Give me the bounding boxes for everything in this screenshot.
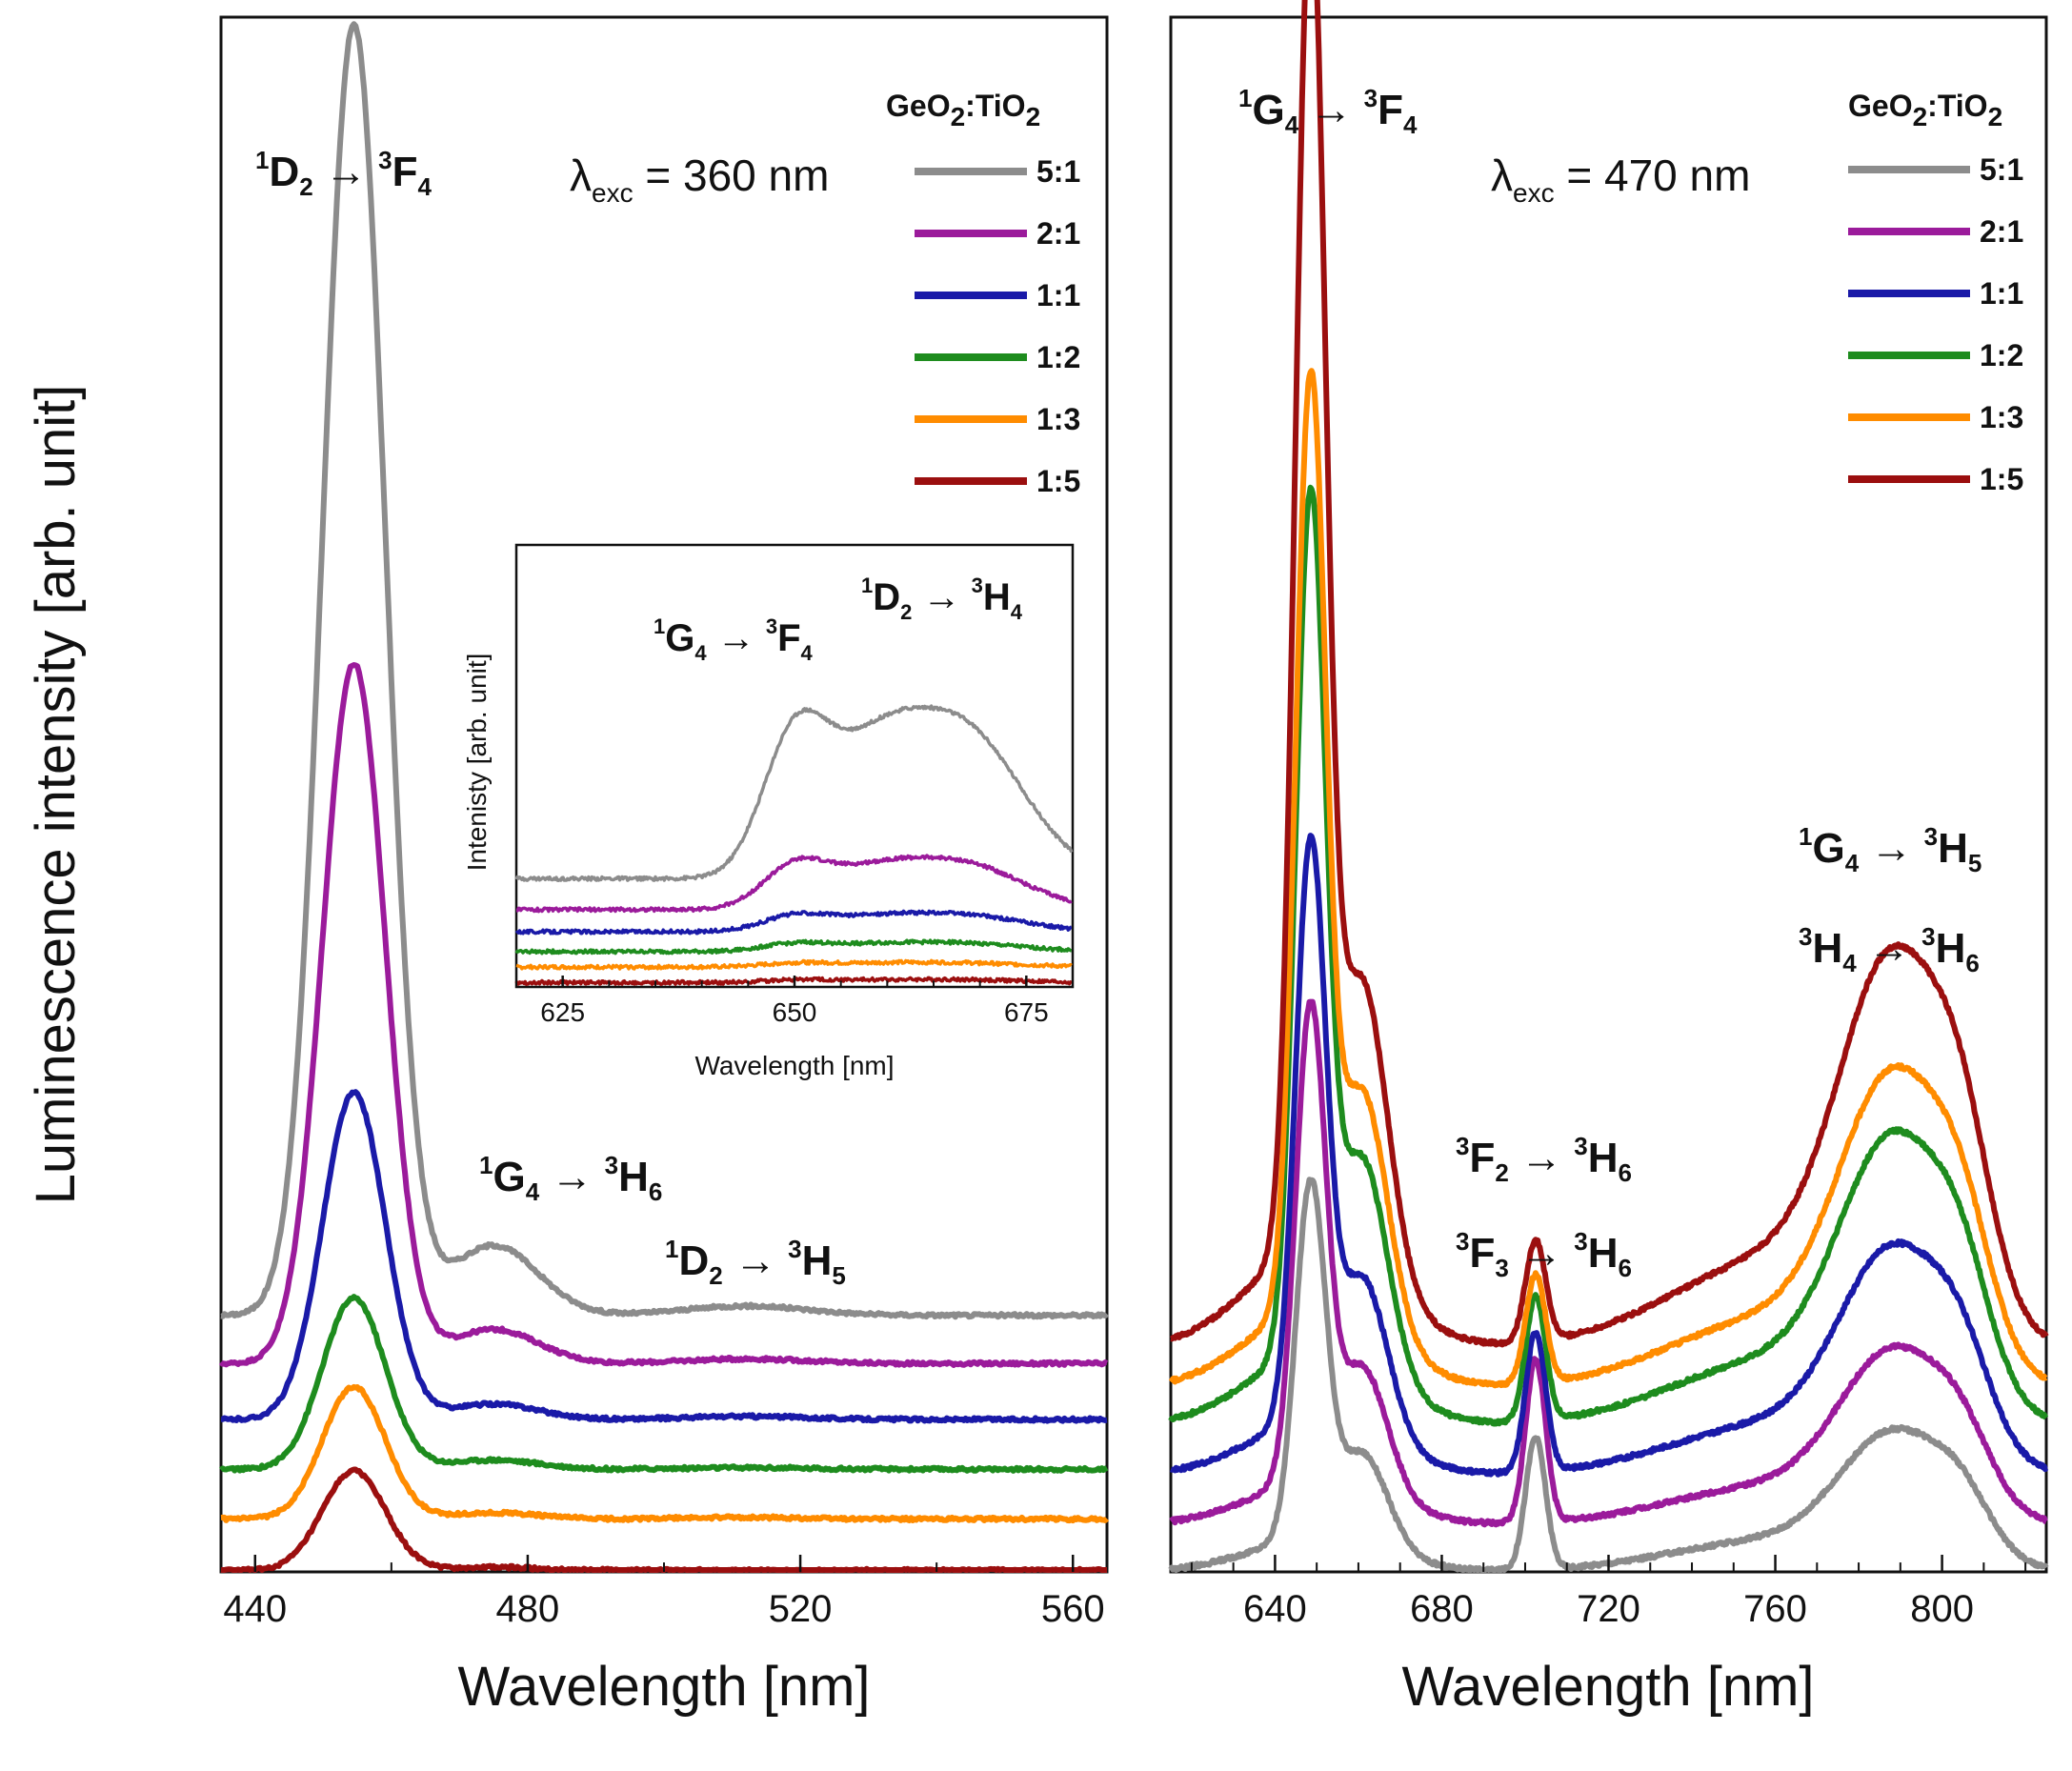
inset-tick-label: 675 (1004, 997, 1049, 1027)
inset-annotations: 1G4 → 3F4 1D2 → 3H4 (654, 574, 1023, 665)
left-series-5-1 (219, 21, 1110, 1320)
right-series-2-1 (1169, 998, 2048, 1528)
right-series-group (1168, 0, 2049, 1573)
inset-annotation-1G4-3F4: 1G4 → 3F4 (654, 614, 814, 665)
left-annotation-1D2-3F4: 1D2 → 3F4 (255, 146, 433, 201)
right-tick-label: 760 (1743, 1588, 1807, 1630)
left-x-axis-label: Wavelength [nm] (457, 1656, 870, 1718)
right-annotation-3F2-3H6: 3F2 → 3H6 (1456, 1132, 1632, 1187)
inset-y-axis-label: Intenisty [arb. unit] (462, 654, 492, 872)
right-x-ticks: 640 680 720 760 800 (1190, 1555, 2027, 1630)
inset-series-2-1 (515, 854, 1073, 914)
right-legend-label: 1:5 (1980, 462, 2023, 496)
left-series-1-2 (219, 1294, 1109, 1474)
right-annotation-3F3-3H6: 3F3 → 3H6 (1456, 1227, 1632, 1282)
right-annotation-1G4-3F4: 1G4 → 3F4 (1238, 84, 1418, 139)
left-legend-label: 1:2 (1036, 340, 1080, 374)
inset-x-axis-label: Wavelength [nm] (694, 1051, 894, 1080)
right-series-1-5 (1169, 0, 2049, 1348)
right-annotation-3H4-3H6: 3H4 → 3H6 (1799, 922, 1980, 977)
right-legend: GeO2:TiO2 5:1 2:1 1:1 1:2 1:3 1:5 (1848, 89, 2023, 496)
right-legend-label: 2:1 (1980, 214, 2023, 249)
right-legend-label: 1:2 (1980, 338, 2023, 372)
left-series-2-1 (218, 662, 1109, 1368)
right-excitation-label: λexc = 470 nm (1491, 151, 1750, 208)
right-legend-label: 1:3 (1980, 400, 2023, 434)
right-tick-label: 640 (1243, 1588, 1307, 1630)
right-tick-label: 680 (1410, 1588, 1474, 1630)
left-tick-label: 520 (769, 1588, 833, 1630)
left-tick-label: 560 (1041, 1588, 1105, 1630)
left-legend-title: GeO2:TiO2 (886, 89, 1040, 131)
right-legend-label: 1:1 (1980, 276, 2023, 311)
left-panel: 440 480 520 560 Wavelength [nm] Luminescenc… (25, 15, 1110, 1718)
left-legend-label: 1:1 (1036, 278, 1080, 312)
right-annotation-1G4-3H5: 1G4 → 3H5 (1799, 822, 1981, 877)
inset-x-ticks: 625 650 675 (515, 976, 1074, 1027)
left-legend-label: 1:3 (1036, 402, 1080, 436)
right-tick-label: 800 (1910, 1588, 1974, 1630)
inset-tick-label: 650 (773, 997, 817, 1027)
left-series-1-3 (219, 1383, 1110, 1524)
left-tick-label: 480 (496, 1588, 560, 1630)
left-legend-label: 5:1 (1036, 154, 1080, 189)
y-axis-label: Luminescence intensity [arb. unit] (25, 385, 87, 1205)
left-series-1-1 (219, 1089, 1109, 1424)
right-legend-title: GeO2:TiO2 (1848, 89, 2002, 131)
left-legend-label: 1:5 (1036, 464, 1080, 498)
left-annotation-1G4-3H6: 1G4 → 3H6 (479, 1151, 662, 1206)
inset-series-1-3 (515, 958, 1073, 971)
right-panel: 640 680 720 760 800 Wavelength [nm] 1G4 → 3F… (1168, 0, 2049, 1718)
left-legend-label: 2:1 (1036, 216, 1080, 251)
left-x-ticks: 440 480 520 560 (223, 1555, 1105, 1630)
inset-series-1-1 (514, 909, 1073, 936)
left-legend: GeO2:TiO2 5:1 2:1 1:1 1:2 1:3 1:5 (886, 89, 1080, 498)
inset-panel: 625 650 675 Wavelength [nm] Intenisty [arb… (462, 543, 1075, 1080)
inset-annotation-1D2-3H4: 1D2 → 3H4 (861, 574, 1023, 624)
left-excitation-label: λexc = 360 nm (570, 151, 829, 208)
right-series-1-3 (1168, 368, 2048, 1389)
right-tick-label: 720 (1577, 1588, 1640, 1630)
right-series-1-1 (1169, 833, 2049, 1478)
left-tick-label: 440 (223, 1588, 287, 1630)
right-annotations: 1G4 → 3F4 3F2 → 3H6 3F3 → 3H6 1G4 → 3H5 3H4 … (1238, 84, 1981, 1282)
inset-tick-label: 625 (540, 997, 585, 1027)
inset-series-5-1 (514, 704, 1074, 882)
right-legend-label: 5:1 (1980, 152, 2023, 187)
right-series-1-2 (1168, 484, 2049, 1427)
inset-series-1-2 (514, 938, 1073, 956)
left-annotation-1D2-3H5: 1D2 → 3H5 (665, 1235, 846, 1290)
right-x-axis-label: Wavelength [nm] (1401, 1656, 1814, 1718)
